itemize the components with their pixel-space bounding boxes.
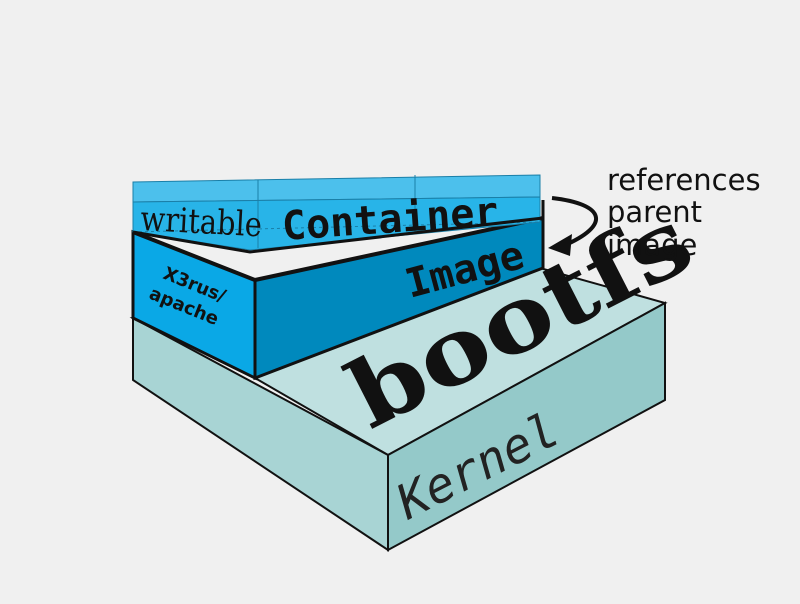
container-bottom-edge bbox=[132, 216, 544, 254]
writable-label: writable bbox=[140, 200, 263, 245]
image-top-edge bbox=[132, 216, 544, 283]
annotation-line-1: references bbox=[607, 163, 761, 197]
container-layer: writable Container bbox=[132, 174, 545, 254]
container-edge-3 bbox=[132, 221, 541, 233]
curved-arrow-icon bbox=[551, 196, 598, 248]
image-layer: Image X3rus/ apache bbox=[131, 216, 545, 381]
arrow-head-icon bbox=[548, 234, 572, 256]
annotation-line-2: parent bbox=[607, 195, 702, 229]
kernel-side-face bbox=[387, 301, 666, 552]
annotation-line-3: image bbox=[607, 228, 697, 262]
references-annotation: references parent image bbox=[548, 163, 761, 262]
